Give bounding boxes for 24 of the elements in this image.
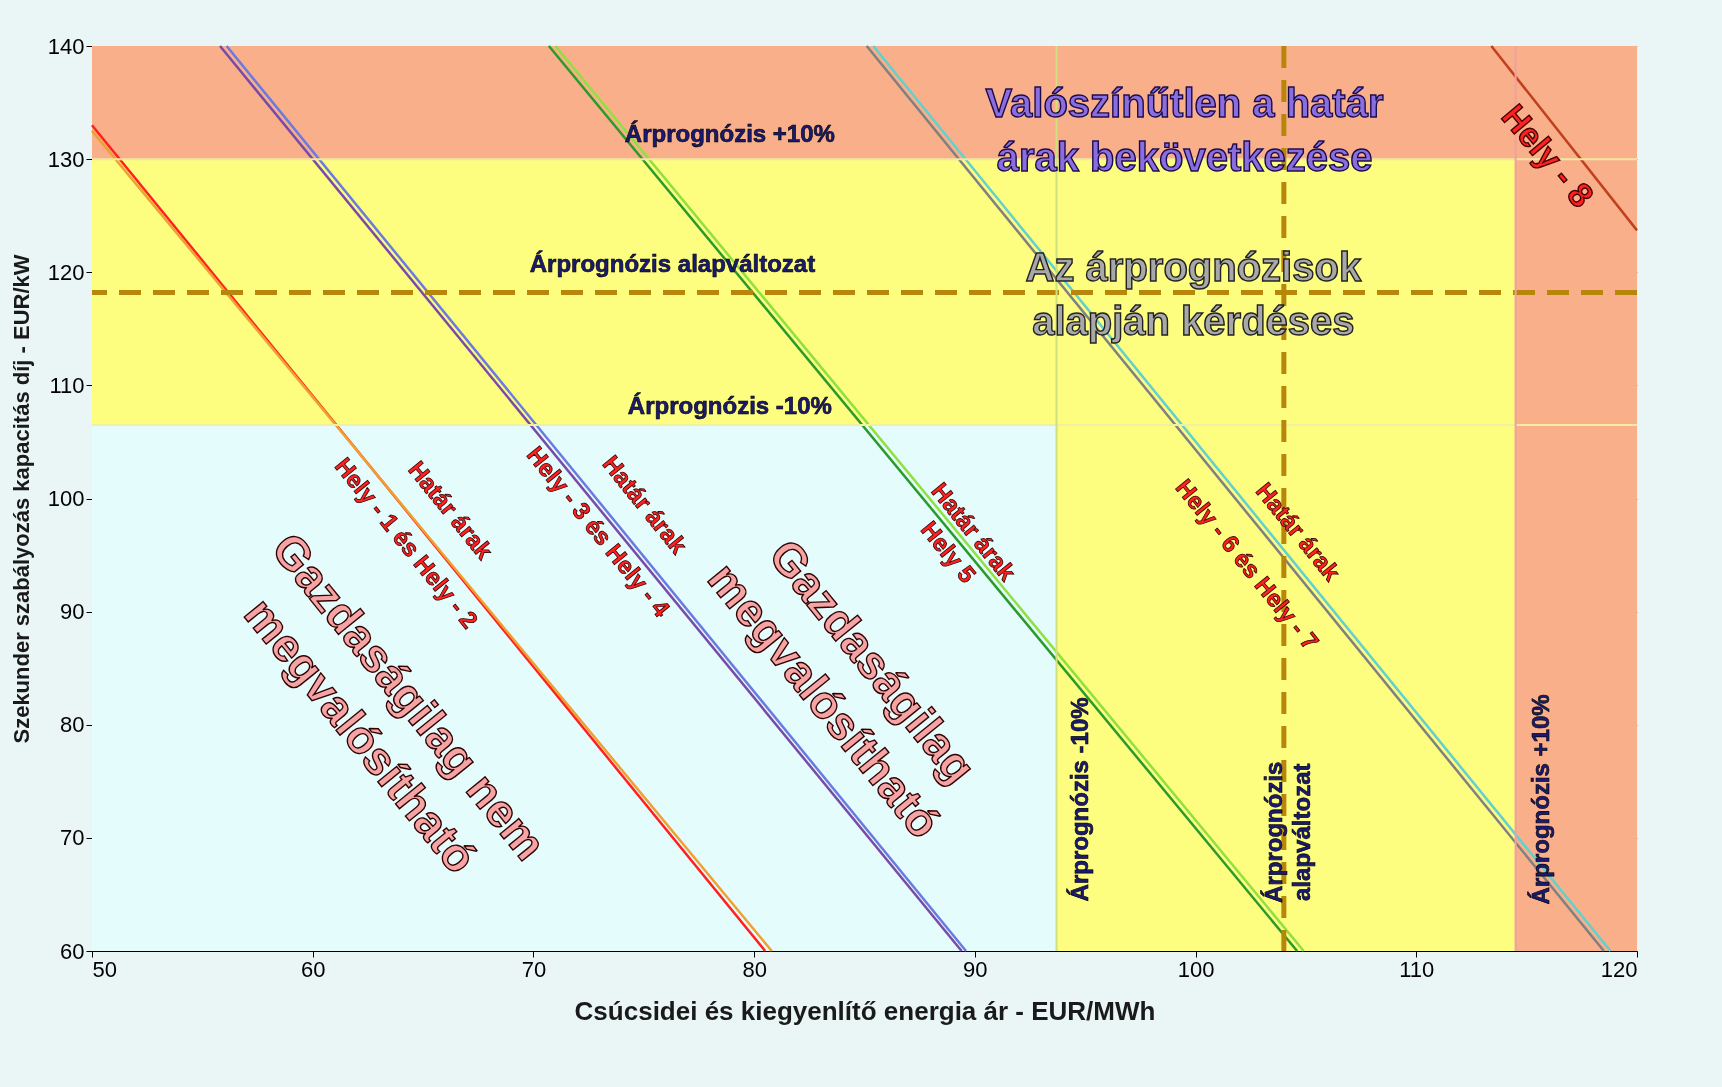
x-tick-label: 60 (300, 956, 326, 982)
ref-line-label: Árprognózis +10% (624, 120, 835, 148)
x-tick-label: 50 (92, 956, 117, 982)
ref-line-label: Árprognózis +10% (1527, 694, 1555, 905)
ref-line-label: Árprognózis -10% (627, 391, 832, 419)
y-tick-label: 70 (60, 825, 85, 851)
x-tick-label: 80 (742, 956, 767, 982)
y-axis-title: Szekunder szabályozás kapacitás díj - EUR/kW (8, 254, 34, 744)
x-tick-label: 120 (1600, 956, 1638, 982)
y-tick-label: 110 (49, 372, 85, 398)
y-tick-label: 130 (47, 146, 85, 172)
y-tick-label: 100 (47, 486, 85, 511)
y-tick-label: 90 (60, 599, 85, 625)
ref-line-label: Árprognózis alapváltozat (1260, 761, 1316, 903)
y-tick-label: 140 (47, 33, 85, 59)
x-tick-label: 110 (1399, 956, 1435, 982)
x-axis-title: Csúcsidei és kiegyenlítő energia ár - EUR/MWh (574, 995, 1156, 1026)
x-tick-label: 100 (1177, 956, 1215, 982)
y-tick-label: 80 (60, 712, 85, 738)
ref-line-label: Árprognózis -10% (1065, 697, 1093, 902)
x-tick-label: 90 (963, 956, 988, 982)
y-tick-label: 120 (47, 259, 85, 285)
y-tick-label: 60 (60, 938, 85, 964)
x-tick-label: 70 (521, 956, 547, 982)
